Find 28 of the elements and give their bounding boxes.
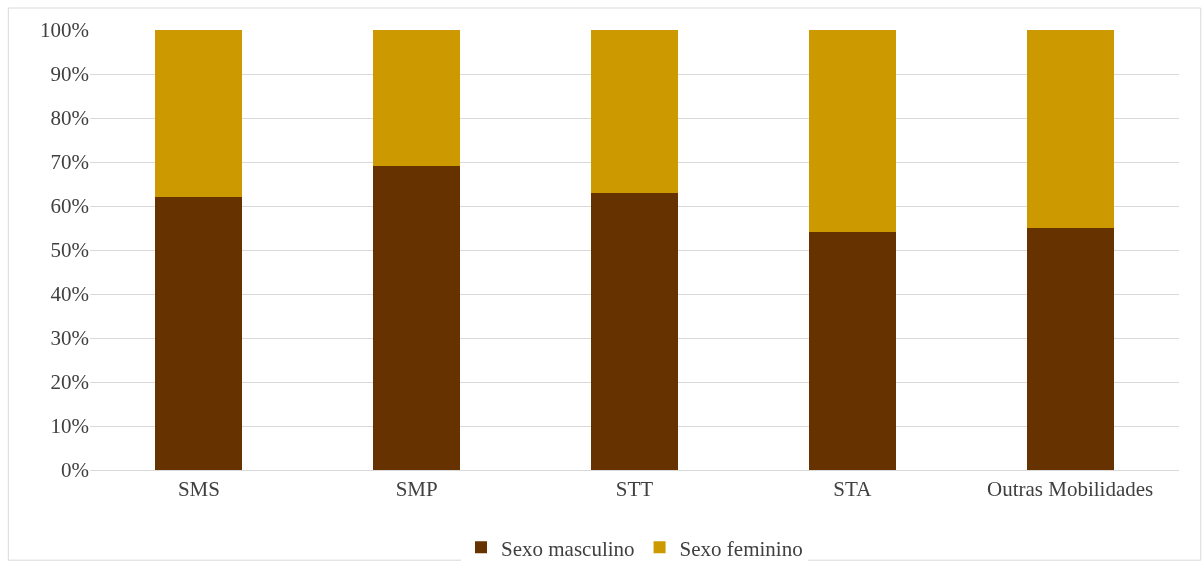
- x-tick-label: Outras Mobilidades: [986, 477, 1154, 502]
- bar: [808, 232, 896, 470]
- y-tick-label: 30%: [50, 326, 89, 351]
- y-tick-label: 20%: [50, 370, 89, 395]
- legend-label: Sexo feminino: [679, 536, 803, 561]
- y-tick-label: 10%: [50, 414, 89, 439]
- bar: [808, 30, 896, 233]
- bar: [1026, 228, 1114, 470]
- y-tick-label: 80%: [50, 106, 89, 131]
- x-tick-label: SMP: [395, 477, 438, 502]
- bar: [590, 30, 679, 193]
- x-tick-label: STA: [833, 477, 873, 502]
- y-tick-label: 100%: [40, 18, 89, 43]
- bar: [155, 197, 243, 470]
- x-tick-label: STT: [615, 477, 654, 502]
- y-tick-label: 60%: [50, 194, 89, 219]
- x-tick-label: SMS: [177, 477, 220, 502]
- bar: [373, 30, 461, 167]
- legend-label: Sexo masculino: [501, 536, 635, 561]
- y-tick-label: 50%: [50, 238, 89, 263]
- bar: [373, 166, 461, 470]
- y-tick-label: 90%: [50, 62, 89, 87]
- bar: [590, 192, 679, 470]
- y-tick-label: 0%: [61, 458, 89, 483]
- bar: [155, 30, 243, 198]
- y-tick-label: 40%: [50, 282, 89, 307]
- bar: [1026, 30, 1114, 228]
- y-tick-label: 70%: [50, 150, 89, 175]
